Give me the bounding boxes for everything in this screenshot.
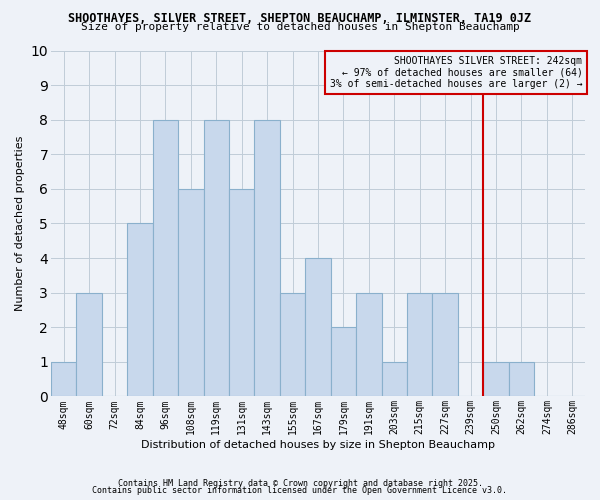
Text: SHOOTHAYES, SILVER STREET, SHEPTON BEAUCHAMP, ILMINSTER, TA19 0JZ: SHOOTHAYES, SILVER STREET, SHEPTON BEAUC…: [68, 12, 532, 26]
Bar: [280, 292, 305, 397]
Bar: [382, 362, 407, 396]
Bar: [127, 224, 152, 396]
X-axis label: Distribution of detached houses by size in Shepton Beauchamp: Distribution of detached houses by size …: [141, 440, 495, 450]
Bar: [509, 362, 534, 396]
Bar: [305, 258, 331, 396]
Bar: [483, 362, 509, 396]
Bar: [407, 292, 433, 397]
Bar: [331, 327, 356, 396]
Bar: [152, 120, 178, 396]
Y-axis label: Number of detached properties: Number of detached properties: [15, 136, 25, 311]
Bar: [229, 189, 254, 396]
Text: Size of property relative to detached houses in Shepton Beauchamp: Size of property relative to detached ho…: [80, 22, 520, 32]
Bar: [76, 292, 102, 397]
Bar: [51, 362, 76, 396]
Text: Contains public sector information licensed under the Open Government Licence v3: Contains public sector information licen…: [92, 486, 508, 495]
Bar: [178, 189, 203, 396]
Text: Contains HM Land Registry data © Crown copyright and database right 2025.: Contains HM Land Registry data © Crown c…: [118, 478, 482, 488]
Bar: [356, 292, 382, 397]
Bar: [203, 120, 229, 396]
Bar: [433, 292, 458, 397]
Text: SHOOTHAYES SILVER STREET: 242sqm
← 97% of detached houses are smaller (64)
3% of: SHOOTHAYES SILVER STREET: 242sqm ← 97% o…: [330, 56, 583, 89]
Bar: [254, 120, 280, 396]
